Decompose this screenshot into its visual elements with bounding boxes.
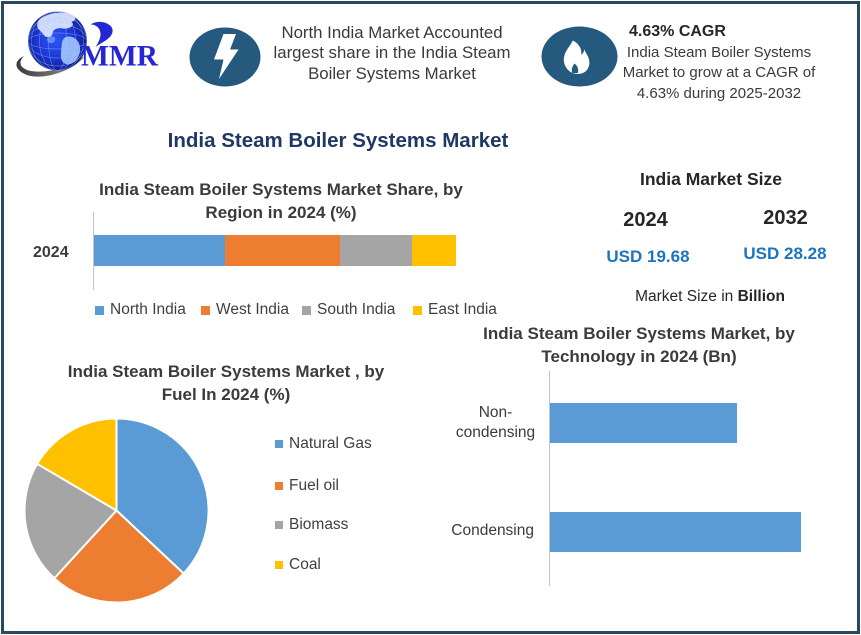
svg-text:MMR: MMR: [81, 41, 159, 73]
